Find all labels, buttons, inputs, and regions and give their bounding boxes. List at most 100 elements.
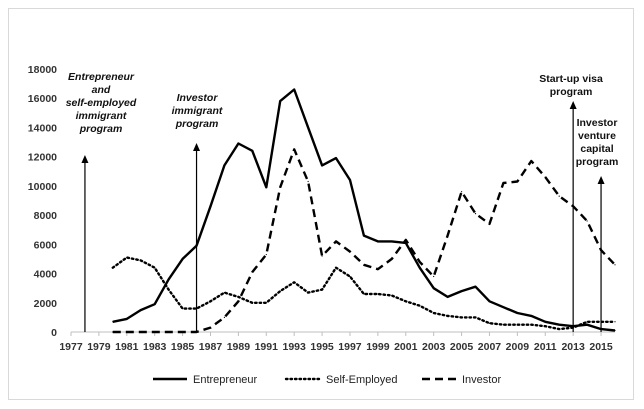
data-point-entrepreneur [488,300,491,302]
annotation-text: Start-up visa [539,73,603,85]
data-point-entrepreneur [391,240,393,243]
data-point-investor [209,327,212,329]
data-point-investor [516,180,518,183]
x-tick-label: 1985 [171,341,195,353]
y-tick-label: 0 [51,327,57,339]
data-point-entrepreneur [460,290,463,292]
data-point-investor [544,176,546,178]
annotation-arrowhead [193,143,201,151]
data-point-investor [377,268,379,270]
x-tick-label: 1977 [59,341,83,353]
data-point-investor [474,213,477,215]
data-point-entrepreneur [237,142,239,145]
data-point-entrepreneur [363,234,365,237]
y-tick-label: 6000 [34,239,58,251]
data-point-investor [140,331,142,333]
y-tick-label: 2000 [34,298,58,310]
annotation-arrowhead [81,155,89,163]
data-point-self-employed [530,324,532,326]
data-point-entrepreneur [349,179,351,181]
data-point-investor [223,316,226,318]
data-point-self-employed [168,289,170,291]
data-point-investor [181,331,184,333]
data-point-self-employed [516,324,518,326]
data-point-entrepreneur [126,318,128,320]
x-tick-label: 1983 [143,341,167,353]
annotation-text: program [175,118,219,130]
x-tick-label: 1979 [87,341,111,353]
legend-label-investor: Investor [462,374,501,386]
data-point-self-employed [544,325,546,327]
data-point-entrepreneur [168,278,170,280]
data-point-self-employed [112,267,114,269]
data-point-self-employed [321,289,323,291]
data-point-investor [237,300,239,302]
annotation-arrowhead [569,101,577,109]
data-point-entrepreneur [614,329,616,332]
data-point-entrepreneur [112,321,114,323]
y-tick-label: 4000 [34,269,58,281]
annotation-text: venture [578,130,616,142]
data-point-self-employed [558,328,560,330]
y-tick-label: 16000 [28,93,57,105]
x-tick-label: 2009 [506,341,530,353]
data-point-self-employed [419,305,421,307]
x-tick-label: 2011 [534,341,557,353]
data-point-investor [405,239,407,241]
data-point-entrepreneur [335,157,337,159]
data-point-investor [112,331,114,333]
y-tick-label: 14000 [28,122,57,134]
x-tick-label: 2005 [450,341,474,353]
data-point-investor [293,148,295,150]
data-point-investor [433,275,435,278]
x-tick-label: 1981 [115,341,139,353]
data-point-investor [126,331,128,333]
data-point-self-employed [586,321,588,323]
data-point-entrepreneur [223,164,226,167]
data-point-investor [419,261,421,263]
x-tick-label: 2015 [589,341,613,353]
annotation-text: program [550,86,593,98]
data-point-self-employed [209,300,212,302]
data-point-self-employed [377,293,379,295]
data-point-self-employed [181,308,184,310]
data-point-investor [391,258,393,260]
data-point-investor [447,234,449,237]
y-tick-label: 12000 [28,152,57,164]
legend-label-self-employed: Self-Employed [326,374,398,386]
data-point-investor [321,255,323,257]
data-point-entrepreneur [544,321,546,323]
x-tick-label: 1987 [199,341,223,353]
data-point-self-employed [279,290,281,292]
x-tick-label: 2007 [478,341,502,353]
data-point-entrepreneur [154,303,156,305]
annotation-text: program [576,156,619,168]
data-point-investor [265,253,267,256]
data-point-self-employed [405,300,407,302]
y-tick-label: 18000 [28,64,57,76]
data-point-entrepreneur [265,186,267,188]
legend-label-entrepreneur: Entrepreneur [193,374,258,386]
data-point-self-employed [223,291,226,294]
chart-frame [8,8,634,400]
data-point-self-employed [293,281,295,283]
y-tick-label: 8000 [34,210,58,222]
data-point-entrepreneur [279,100,281,102]
data-point-entrepreneur [433,287,435,289]
series-line-investor [112,148,616,334]
annotation-text: program [79,123,123,135]
annotation-arrowhead [597,176,605,184]
annotation-text: Entrepreneur [68,71,135,83]
data-point-investor [307,180,309,183]
data-point-self-employed [447,315,449,317]
annotation-text: immigrant [76,110,127,122]
data-point-entrepreneur [474,286,477,288]
data-point-investor [335,240,337,243]
data-point-investor [488,223,491,225]
data-point-self-employed [140,259,142,262]
data-point-entrepreneur [307,126,309,129]
x-tick-label: 1993 [282,341,306,353]
data-point-investor [530,160,532,162]
data-point-investor [279,186,281,188]
